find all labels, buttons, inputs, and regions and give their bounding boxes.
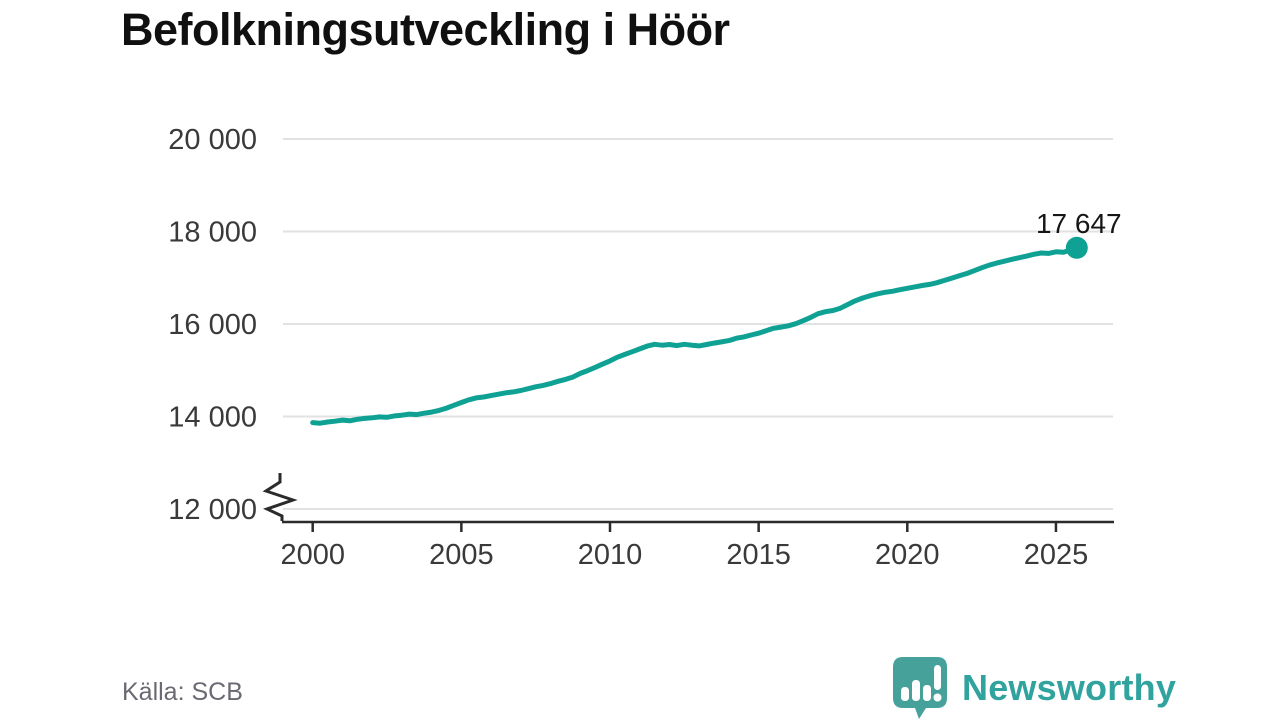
y-tick-label: 14 000: [168, 402, 257, 434]
x-tick-label: 2015: [726, 539, 791, 571]
x-tick-label: 2005: [429, 539, 494, 571]
latest-value-dot: [1065, 236, 1088, 259]
x-tick-label: 2010: [578, 539, 643, 571]
population-series-line: [310, 245, 1080, 426]
exclamation-bar: [934, 665, 941, 690]
newsworthy-logo: Newsworthy: [891, 656, 1176, 720]
y-axis-break-icon: [262, 473, 298, 521]
x-tick-label: 2020: [875, 539, 940, 571]
y-axis-labels: 20 000 18 000 16 000 14 000 12 000: [168, 124, 257, 526]
newsworthy-logo-icon: [893, 657, 947, 719]
y-tick-label: 18 000: [168, 217, 257, 249]
gridlines: [283, 138, 1113, 510]
y-tick-label: 20 000: [168, 124, 257, 156]
exclamation-dot: [933, 693, 942, 702]
newsworthy-logo-text: Newsworthy: [962, 667, 1177, 708]
chart-title: Befolkningsutveckling i Höör: [121, 4, 730, 55]
y-tick-label: 12 000: [168, 494, 257, 526]
latest-value-label: 17 647: [1036, 208, 1122, 239]
bar-3: [923, 685, 931, 701]
y-tick-label: 16 000: [168, 309, 257, 341]
x-axis: 2000 2005 2010 2015 2020 2025: [280, 522, 1088, 571]
x-tick-label: 2025: [1024, 539, 1089, 571]
x-tick-label: 2000: [280, 539, 345, 571]
source-note: Källa: SCB: [122, 678, 243, 706]
bar-1: [901, 687, 909, 701]
bar-2: [912, 680, 920, 701]
